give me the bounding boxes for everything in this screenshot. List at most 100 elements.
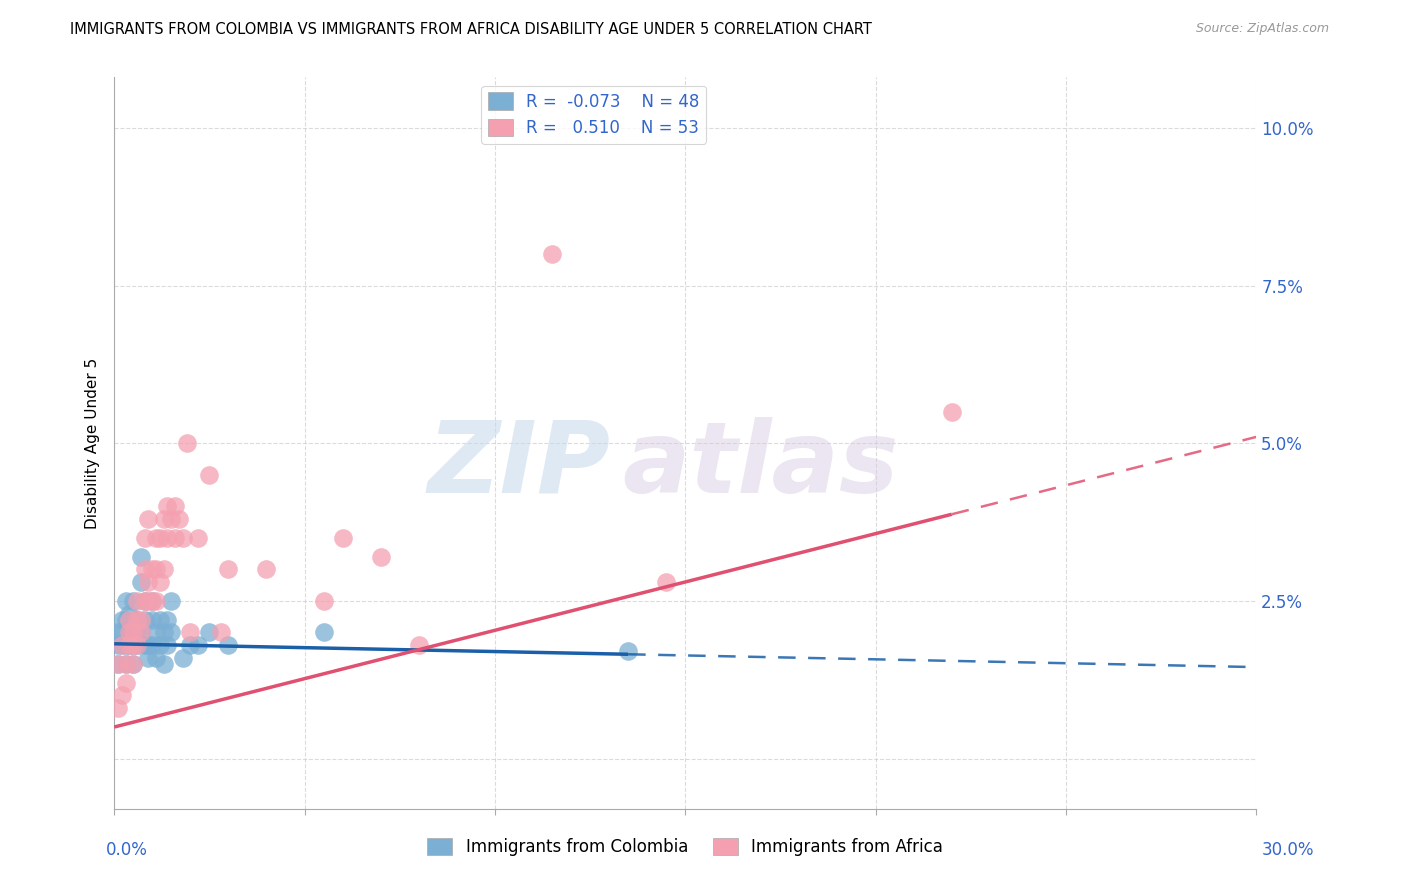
Point <box>134 594 156 608</box>
Point <box>165 500 187 514</box>
Point <box>217 638 239 652</box>
Point <box>156 531 179 545</box>
Text: 30.0%: 30.0% <box>1263 841 1315 859</box>
Point <box>134 594 156 608</box>
Point <box>332 531 354 545</box>
Point <box>125 638 148 652</box>
Legend: R =  -0.073    N = 48, R =   0.510    N = 53: R = -0.073 N = 48, R = 0.510 N = 53 <box>481 86 706 144</box>
Point <box>256 562 278 576</box>
Point <box>114 594 136 608</box>
Point <box>134 562 156 576</box>
Point <box>118 625 141 640</box>
Point <box>179 625 201 640</box>
Point <box>141 594 163 608</box>
Point <box>134 613 156 627</box>
Point <box>138 638 160 652</box>
Point <box>122 625 145 640</box>
Point <box>138 594 160 608</box>
Point <box>122 638 145 652</box>
Point <box>129 625 152 640</box>
Point <box>125 613 148 627</box>
Point <box>179 638 201 652</box>
Point <box>617 644 640 658</box>
Point <box>187 531 209 545</box>
Text: atlas: atlas <box>623 417 898 514</box>
Point <box>149 574 172 589</box>
Point <box>111 638 134 652</box>
Point <box>114 657 136 671</box>
Point <box>187 638 209 652</box>
Point <box>167 512 190 526</box>
Point <box>141 613 163 627</box>
Point <box>165 531 187 545</box>
Point <box>122 657 145 671</box>
Point <box>111 613 134 627</box>
Point <box>408 638 430 652</box>
Point <box>129 549 152 564</box>
Point <box>125 638 148 652</box>
Point <box>370 549 392 564</box>
Point <box>149 613 172 627</box>
Point <box>134 638 156 652</box>
Point <box>141 594 163 608</box>
Point <box>145 594 167 608</box>
Point <box>145 625 167 640</box>
Point <box>312 625 335 640</box>
Point <box>138 512 160 526</box>
Point <box>655 574 678 589</box>
Point <box>160 625 183 640</box>
Point <box>114 676 136 690</box>
Text: 0.0%: 0.0% <box>105 841 148 859</box>
Point <box>312 594 335 608</box>
Point <box>111 638 134 652</box>
Point <box>129 625 152 640</box>
Point <box>149 638 172 652</box>
Point <box>114 657 136 671</box>
Point <box>156 500 179 514</box>
Point <box>541 247 564 261</box>
Point <box>122 657 145 671</box>
Point <box>107 638 129 652</box>
Point <box>176 436 198 450</box>
Text: IMMIGRANTS FROM COLOMBIA VS IMMIGRANTS FROM AFRICA DISABILITY AGE UNDER 5 CORREL: IMMIGRANTS FROM COLOMBIA VS IMMIGRANTS F… <box>70 22 872 37</box>
Point <box>160 594 183 608</box>
Point <box>217 562 239 576</box>
Point <box>172 650 194 665</box>
Point <box>118 625 141 640</box>
Point <box>152 657 174 671</box>
Point <box>107 701 129 715</box>
Point <box>152 562 174 576</box>
Point <box>152 512 174 526</box>
Point <box>125 594 148 608</box>
Text: Source: ZipAtlas.com: Source: ZipAtlas.com <box>1195 22 1329 36</box>
Point <box>160 512 183 526</box>
Point <box>198 625 221 640</box>
Point <box>114 638 136 652</box>
Point <box>111 689 134 703</box>
Point <box>118 607 141 621</box>
Point <box>111 625 134 640</box>
Point <box>129 574 152 589</box>
Point <box>107 657 129 671</box>
Point <box>152 625 174 640</box>
Point <box>114 613 136 627</box>
Point <box>118 613 141 627</box>
Point <box>145 562 167 576</box>
Point <box>138 650 160 665</box>
Point <box>172 531 194 545</box>
Point <box>125 625 148 640</box>
Point <box>122 594 145 608</box>
Point <box>138 574 160 589</box>
Point <box>118 638 141 652</box>
Point <box>141 562 163 576</box>
Point <box>107 625 129 640</box>
Point <box>125 613 148 627</box>
Point <box>149 531 172 545</box>
Point <box>122 625 145 640</box>
Point <box>156 638 179 652</box>
Point <box>122 638 145 652</box>
Point <box>145 650 167 665</box>
Point <box>134 531 156 545</box>
Point <box>941 405 963 419</box>
Point <box>156 613 179 627</box>
